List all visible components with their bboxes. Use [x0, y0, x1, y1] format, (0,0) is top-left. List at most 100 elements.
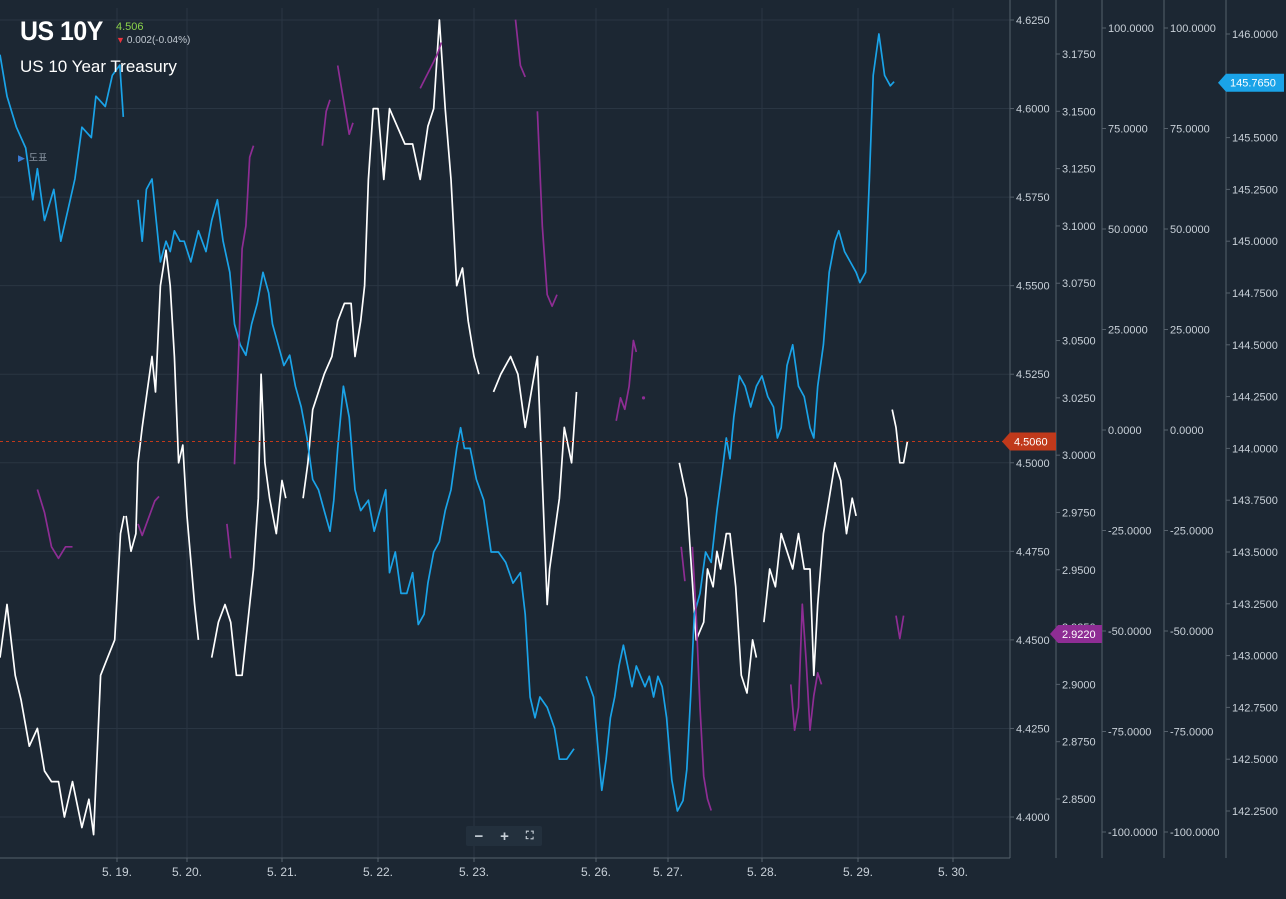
- price-change-value: 0.002(-0.04%): [126, 35, 191, 46]
- x-tick-label: 5. 21.: [267, 865, 297, 879]
- series-layer: [0, 19, 909, 836]
- secondary-tick-label: 3.1250: [1062, 164, 1096, 176]
- purple-line: [615, 339, 638, 421]
- purple-line: [789, 603, 823, 732]
- right-tick-label: 144.5000: [1232, 340, 1278, 352]
- secondary-tick-label: 3.0250: [1062, 393, 1096, 405]
- cyan-line: [585, 33, 895, 812]
- us10y-line: [492, 355, 578, 606]
- price-last-tag-text: 4.5060: [1014, 437, 1048, 449]
- secondary-tick-label: 3.1750: [1062, 49, 1096, 61]
- price-tick-label: 4.6000: [1016, 104, 1050, 116]
- secondary-tick-label: 3.0750: [1062, 278, 1096, 290]
- us10y-line: [0, 515, 125, 836]
- purple-line: [536, 111, 558, 308]
- secondary-tick-label: 3.1000: [1062, 221, 1096, 233]
- grid: [0, 8, 1010, 858]
- purple-point: [641, 396, 646, 400]
- secondary-tick-label: 3.0000: [1062, 450, 1096, 462]
- osc1-tick-label: -25.0000: [1108, 526, 1151, 538]
- zoom-in-button[interactable]: +: [500, 827, 509, 845]
- osc1-tick-label: 100.0000: [1108, 23, 1154, 35]
- cyan-line: [137, 178, 575, 761]
- right-last-tag-text: 145.7650: [1230, 78, 1276, 90]
- osc1-tick-label: 25.0000: [1108, 325, 1148, 337]
- us10y-line: [763, 461, 857, 677]
- x-tick-label: 5. 30.: [938, 865, 968, 879]
- fit-screen-button[interactable]: ⛶: [525, 829, 534, 842]
- osc2-tick-label: 75.0000: [1170, 124, 1210, 136]
- purple-line: [321, 99, 331, 146]
- purple-line: [514, 19, 526, 78]
- osc1-tick-label: 0.0000: [1108, 425, 1142, 437]
- secondary-tick-label: 3.1500: [1062, 106, 1096, 118]
- right-tick-label: 142.2500: [1232, 806, 1278, 818]
- osc2-tick-label: -100.0000: [1170, 827, 1220, 839]
- zoom-out-button[interactable]: −: [474, 827, 484, 845]
- us10y-line: [891, 409, 909, 464]
- x-tick-label: 5. 26.: [581, 865, 611, 879]
- right-tick-label: 143.0000: [1232, 651, 1278, 663]
- symbol-title: US 10Y: [20, 16, 103, 46]
- price-tick-label: 4.4000: [1016, 812, 1050, 824]
- price-last-tag: 4.5060: [1002, 432, 1056, 451]
- right-tick-label: 144.2500: [1232, 392, 1278, 404]
- osc1-tick-label: -50.0000: [1108, 626, 1151, 638]
- osc1-tick-label: 50.0000: [1108, 224, 1148, 236]
- secondary-tick-label: 2.9000: [1062, 679, 1096, 691]
- purple-line: [226, 523, 232, 559]
- price-tick-label: 4.6250: [1016, 15, 1050, 27]
- secondary-tick-label: 2.9750: [1062, 507, 1096, 519]
- play-triangle-icon: ▶: [18, 153, 25, 163]
- right-tick-label: 145.5000: [1232, 133, 1278, 145]
- right-tick-label: 144.0000: [1232, 443, 1278, 455]
- price-change: ▼ 0.002(-0.04%): [116, 35, 190, 46]
- right-tick-label: 145.0000: [1232, 236, 1278, 248]
- secondary-last-tag-text: 2.9220: [1062, 629, 1096, 641]
- purple-line: [680, 546, 686, 582]
- price-tick-label: 4.5000: [1016, 458, 1050, 470]
- osc1-tick-label: -75.0000: [1108, 727, 1151, 739]
- osc2-tick-label: -25.0000: [1170, 526, 1213, 538]
- price-tick-label: 4.5250: [1016, 369, 1050, 381]
- down-arrow-icon: ▼: [116, 35, 125, 45]
- secondary-tick-label: 2.8750: [1062, 737, 1096, 749]
- secondary-tick-label: 2.8500: [1062, 794, 1096, 806]
- indicator-label: 도표: [28, 153, 48, 164]
- osc2-tick-label: 0.0000: [1170, 425, 1204, 437]
- osc2-tick-label: 50.0000: [1170, 224, 1210, 236]
- x-tick-label: 5. 29.: [843, 865, 873, 879]
- us10y-line: [210, 373, 287, 677]
- x-tick-label: 5. 23.: [459, 865, 489, 879]
- right-tick-label: 145.2500: [1232, 184, 1278, 196]
- price-tick-label: 4.4500: [1016, 635, 1050, 647]
- right-tick-label: 143.2500: [1232, 599, 1278, 611]
- axes: 4.6250 4.6000 4.5750 4.5500 4.5250 4.5000 4.47…: [0, 0, 1284, 879]
- purple-line: [691, 546, 713, 811]
- us10y-line: [302, 19, 480, 499]
- indicator-legend[interactable]: ▶ 도표: [18, 149, 47, 164]
- purple-line: [137, 495, 160, 537]
- purple-line: [36, 489, 73, 560]
- right-tick-label: 143.5000: [1232, 547, 1278, 559]
- instrument-subtitle: US 10 Year Treasury: [20, 57, 177, 76]
- secondary-tick-label: 3.0500: [1062, 336, 1096, 348]
- osc2-tick-label: -50.0000: [1170, 626, 1213, 638]
- purple-line: [419, 42, 443, 89]
- us10y-line: [125, 249, 200, 640]
- right-tick-label: 143.7500: [1232, 495, 1278, 507]
- x-tick-label: 5. 20.: [172, 865, 202, 879]
- right-last-tag-bg: [1218, 73, 1284, 92]
- price-tick-label: 4.4250: [1016, 723, 1050, 735]
- right-tick-label: 146.0000: [1232, 29, 1278, 41]
- price-tick-label: 4.4750: [1016, 546, 1050, 558]
- secondary-last-tag-bg: [1050, 624, 1102, 643]
- right-tick-label: 142.5000: [1232, 754, 1278, 766]
- purple-line: [895, 615, 905, 640]
- x-tick-label: 5. 19.: [102, 865, 132, 879]
- osc2-tick-label: 25.0000: [1170, 325, 1210, 337]
- price-last-tag-bg: [1002, 432, 1056, 451]
- zoom-controls: − + ⛶: [466, 826, 542, 846]
- right-tick-label: 142.7500: [1232, 702, 1278, 714]
